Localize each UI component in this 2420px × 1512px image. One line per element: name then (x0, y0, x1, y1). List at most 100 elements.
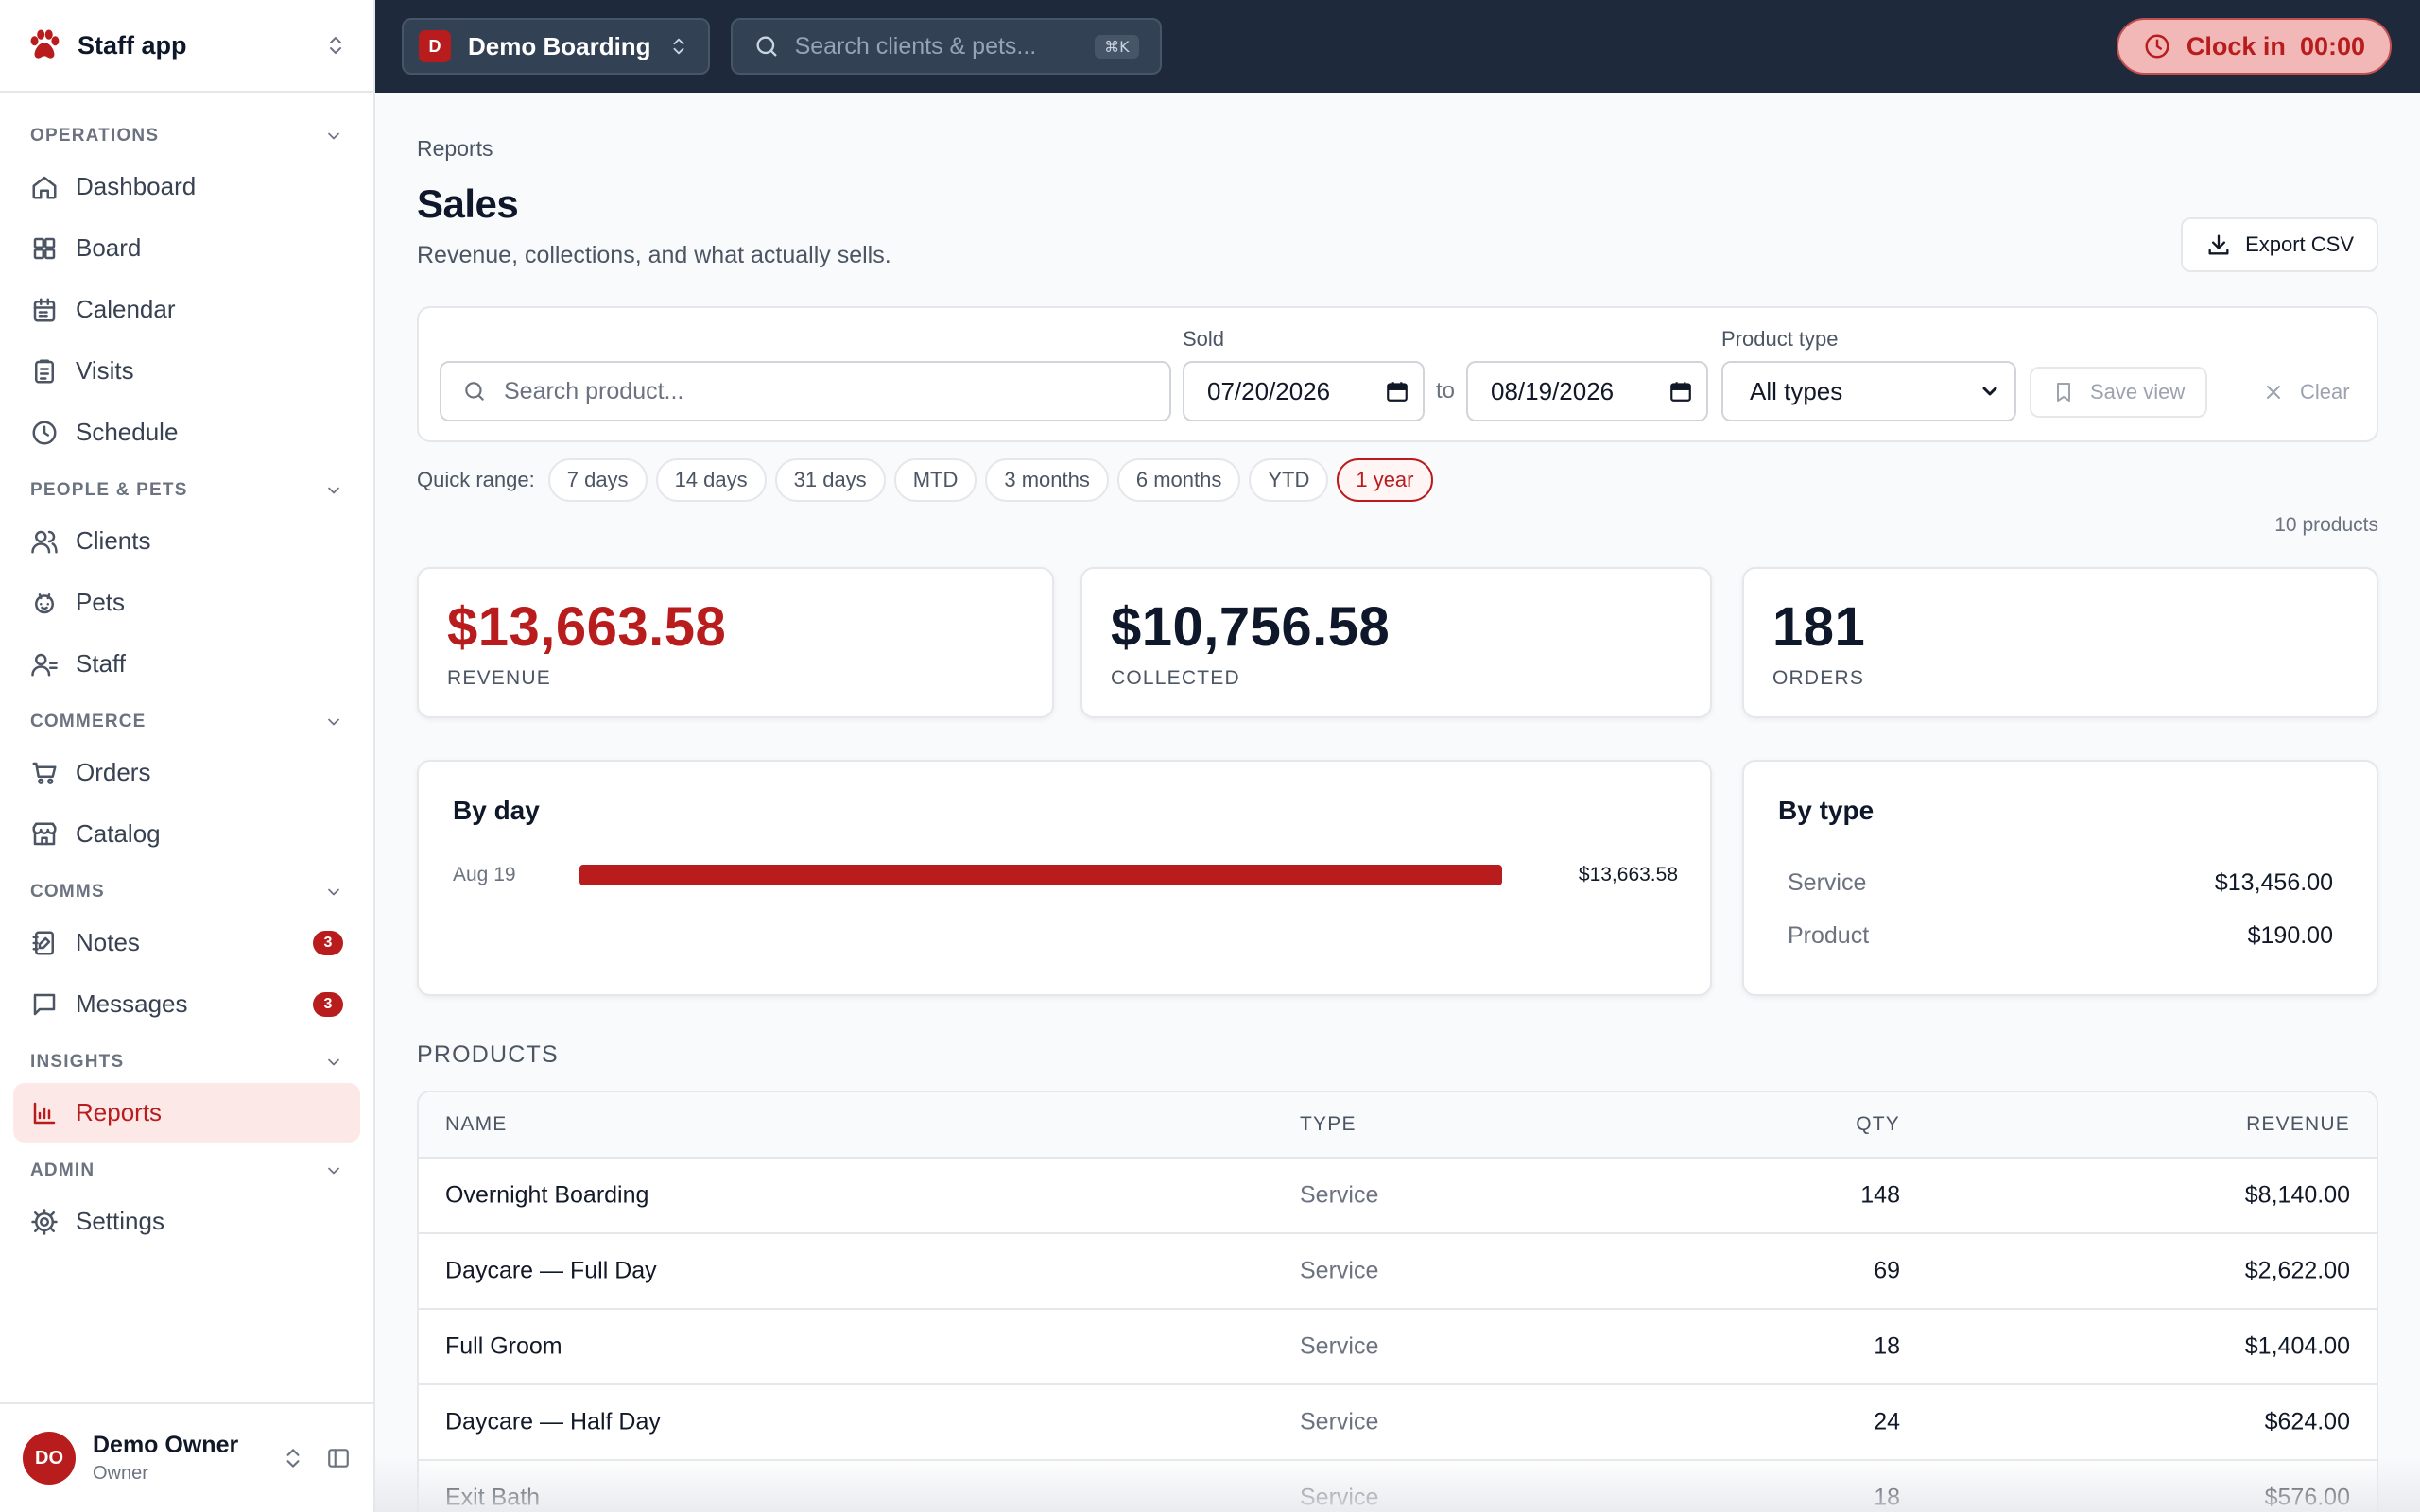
table-row[interactable]: Exit Bath Service 18 $576.00 (419, 1461, 2377, 1512)
by-type-amount: $190.00 (2247, 921, 2333, 949)
cell-qty: 18 (1874, 1332, 1900, 1360)
quick-range-chip[interactable]: 14 days (655, 458, 767, 502)
nav-section-title: ADMIN (30, 1160, 95, 1180)
column-header-name[interactable]: NAME (445, 1113, 508, 1135)
nav-section-header[interactable]: COMMERCE (0, 703, 373, 741)
nav-section-header[interactable]: INSIGHTS (0, 1043, 373, 1081)
date-to-input[interactable]: 08/19/2026 (1466, 361, 1708, 421)
location-initial: D (419, 30, 451, 62)
cell-name: Daycare — Half Day (445, 1408, 661, 1435)
cell-name: Exit Bath (445, 1484, 541, 1511)
nav-section-header[interactable]: PEOPLE & PETS (0, 472, 373, 509)
cart-icon (32, 762, 57, 784)
sidebar-item-visits[interactable]: Visits (13, 341, 360, 401)
sidebar-item-notes[interactable]: Notes 3 (13, 913, 360, 972)
product-count: 10 products (2274, 514, 2378, 536)
nav-section-title: COMMS (30, 882, 105, 902)
nav-section-header[interactable]: OPERATIONS (0, 117, 373, 155)
quick-range-chip[interactable]: 31 days (774, 458, 886, 502)
sidebar: Staff app OPERATIONS Dashboard Board Calend… (0, 0, 375, 1512)
clear-button[interactable]: Clear (2241, 367, 2371, 418)
chevron-up-down-icon (330, 37, 341, 54)
user-role: Owner (93, 1463, 148, 1484)
save-view-button[interactable]: Save view (2030, 367, 2208, 418)
cell-qty: 18 (1874, 1484, 1900, 1511)
table-row[interactable]: Full Groom Service 18 $1,404.00 (419, 1310, 2377, 1385)
by-type-row: Service $13,456.00 (1788, 864, 2333, 902)
main-content: Reports Sales Revenue, collections, and … (375, 93, 2420, 1512)
export-csv-button[interactable]: Export CSV (2181, 217, 2378, 272)
nav-section-title: OPERATIONS (30, 126, 160, 146)
column-header-type[interactable]: TYPE (1300, 1113, 1357, 1135)
sidebar-toggle-icon[interactable] (326, 1446, 351, 1470)
sidebar-item-clients[interactable]: Clients (13, 511, 360, 571)
table-row[interactable]: Daycare — Half Day Service 24 $624.00 (419, 1385, 2377, 1461)
avatar: DO (23, 1432, 76, 1485)
kpi-value: $13,663.58 (447, 596, 727, 658)
search-icon (756, 36, 777, 57)
sidebar-item-calendar[interactable]: Calendar (13, 280, 360, 339)
sidebar-item-staff[interactable]: Staff (13, 634, 360, 694)
sidebar-item-pets[interactable]: Pets (13, 573, 360, 632)
paw-icon (35, 593, 54, 613)
cell-revenue: $1,404.00 (2244, 1332, 2350, 1360)
chevron-up-down-icon (673, 38, 684, 55)
product-search-input[interactable]: Search product... (440, 361, 1171, 421)
cell-type: Service (1300, 1408, 1379, 1435)
by-day-row: Aug 19 $13,663.58 (453, 856, 1678, 894)
global-search[interactable]: Search clients & pets... ⌘K (730, 18, 1162, 75)
cell-revenue: $2,622.00 (2244, 1257, 2350, 1284)
sidebar-item-label: Notes (76, 928, 140, 956)
sidebar-item-dashboard[interactable]: Dashboard (13, 157, 360, 216)
chevron-up-down-icon[interactable] (281, 1446, 305, 1470)
quick-range-chip[interactable]: MTD (893, 458, 977, 502)
nav-section-header[interactable]: ADMIN (0, 1152, 373, 1190)
column-header-revenue[interactable]: REVENUE (2246, 1113, 2350, 1135)
calendar-icon[interactable] (1385, 379, 1409, 404)
user-menu[interactable]: DO Demo Owner Owner (0, 1402, 373, 1512)
quick-range-chip[interactable]: 6 months (1116, 458, 1241, 502)
sidebar-item-messages[interactable]: Messages 3 (13, 974, 360, 1034)
unread-badge: 3 (313, 991, 343, 1017)
user-name: Demo Owner (93, 1432, 239, 1458)
sidebar-item-reports[interactable]: Reports (13, 1083, 360, 1143)
quick-range-label: Quick range: (417, 468, 535, 491)
kpi-value: $10,756.58 (1111, 596, 1391, 658)
sidebar-item-board[interactable]: Board (13, 218, 360, 278)
quick-range-chip[interactable]: 3 months (985, 458, 1109, 502)
chevron-down-icon (328, 132, 339, 140)
sidebar-item-schedule[interactable]: Schedule (13, 403, 360, 462)
cell-qty: 148 (1860, 1181, 1900, 1209)
clear-label: Clear (2300, 380, 2350, 404)
download-icon (2208, 234, 2229, 255)
quick-range-chip[interactable]: 1 year (1337, 458, 1433, 502)
product-type-value: All types (1750, 376, 1843, 405)
column-header-qty[interactable]: QTY (1856, 1113, 1900, 1135)
sidebar-item-orders[interactable]: Orders (13, 743, 360, 802)
sidebar-item-catalog[interactable]: Catalog (13, 804, 360, 864)
table-row[interactable]: Daycare — Full Day Service 69 $2,622.00 (419, 1234, 2377, 1310)
chevron-down-icon (328, 1058, 339, 1066)
paw-logo-icon (30, 29, 60, 59)
quick-range-chip[interactable]: YTD (1249, 458, 1329, 502)
clock-in-button[interactable]: Clock in 00:00 (2116, 18, 2392, 75)
sidebar-item-label: Pets (76, 588, 126, 616)
calendar-icon[interactable] (1668, 379, 1693, 404)
quick-range-chip[interactable]: 7 days (547, 458, 648, 502)
nav-section-header[interactable]: COMMS (0, 873, 373, 911)
date-from-input[interactable]: 07/20/2026 (1183, 361, 1425, 421)
message-icon (33, 993, 56, 1015)
clock-icon (32, 421, 57, 444)
product-type-select[interactable]: All types (1721, 361, 2016, 421)
table-row[interactable]: Overnight Boarding Service 148 $8,140.00 (419, 1159, 2377, 1234)
global-search-placeholder: Search clients & pets... (794, 32, 1037, 60)
by-type-title: By type (1778, 796, 1875, 825)
grid-icon (33, 237, 56, 259)
nav-section-title: PEOPLE & PETS (30, 480, 188, 500)
location-switcher[interactable]: D Demo Boarding (402, 18, 710, 75)
breadcrumb[interactable]: Reports (417, 136, 493, 161)
app-switcher[interactable]: Staff app (0, 0, 373, 93)
cell-type: Service (1300, 1484, 1379, 1511)
sidebar-item-settings[interactable]: Settings (13, 1192, 360, 1251)
by-type-card: By type Service $13,456.00 Product $190.… (1742, 760, 2378, 996)
